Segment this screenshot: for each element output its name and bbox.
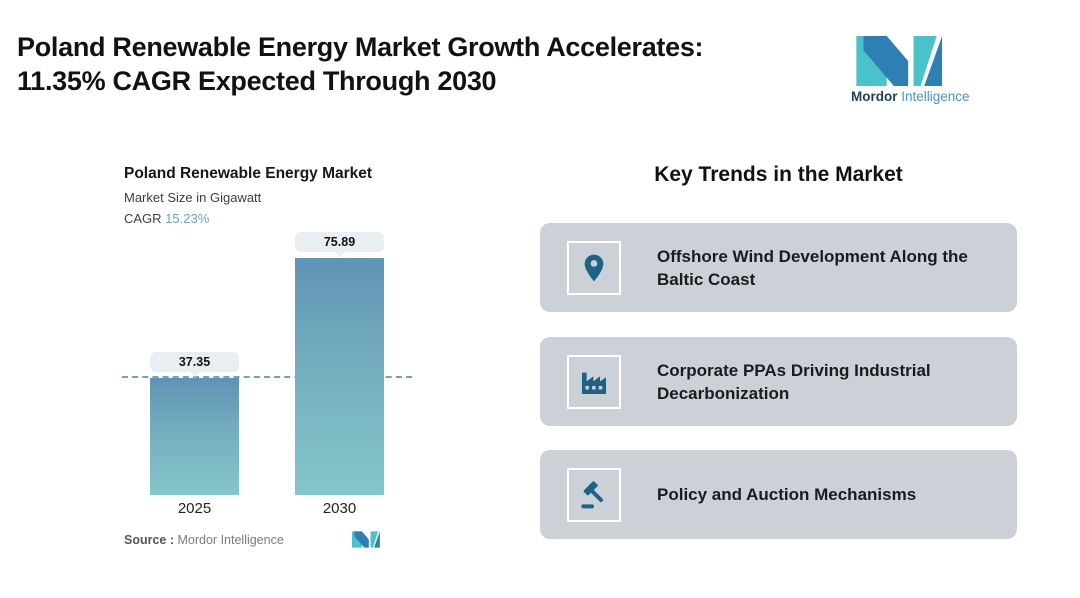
trend-card-policy-auction: Policy and Auction Mechanisms [540, 450, 1017, 539]
mordor-intelligence-logo-icon [856, 36, 943, 86]
bar-2025: 37.35 [150, 352, 239, 495]
source-line: Source : Mordor Intelligence [124, 533, 284, 547]
location-pin-icon [584, 254, 604, 281]
trend-icon-box [567, 467, 621, 522]
page-title-line2: 11.35% CAGR Expected Through 2030 [17, 66, 497, 96]
page-title-line1: Poland Renewable Energy Market Growth Ac… [17, 32, 704, 62]
trend-card-offshore-wind: Offshore Wind Development Along the Balt… [540, 223, 1017, 312]
trends-heading: Key Trends in the Market [654, 163, 903, 186]
source-value: Mordor Intelligence [177, 533, 284, 547]
x-axis-label-2025: 2025 [177, 500, 212, 517]
cagr-value: 15.23% [165, 211, 210, 226]
brand-logo: Mordor Intelligence [851, 36, 971, 104]
bar-value-label-2025: 37.35 [150, 352, 239, 377]
factory-icon [582, 372, 606, 394]
page-title: Poland Renewable Energy Market Growth Ac… [17, 30, 837, 98]
trend-text: Offshore Wind Development Along the Balt… [657, 246, 968, 289]
source-label: Source : [124, 533, 175, 547]
bar-2030: 75.89 [295, 232, 384, 495]
cagr-label: CAGR [124, 211, 162, 226]
reference-dashed-line [122, 376, 412, 378]
trend-text: Corporate PPAs Driving Industrial Decarb… [657, 360, 931, 403]
bar-value-label-2030: 75.89 [295, 232, 384, 257]
brand-name: Mordor Intelligence [851, 89, 971, 104]
bar-rect-2025 [150, 378, 239, 495]
chart-cagr: CAGR 15.23% [124, 211, 209, 226]
x-axis-label-2030: 2030 [322, 500, 357, 517]
brand-name-light: Intelligence [901, 89, 970, 104]
mordor-intelligence-mini-logo-icon [352, 531, 380, 548]
brand-name-bold: Mordor [851, 89, 898, 104]
trend-icon-box [567, 354, 621, 409]
trend-card-corporate-ppas: Corporate PPAs Driving Industrial Decarb… [540, 337, 1017, 426]
trend-text: Policy and Auction Mechanisms [657, 485, 917, 504]
gavel-icon [581, 480, 604, 508]
trend-icon-box [567, 240, 621, 295]
bar-rect-2030 [295, 258, 384, 495]
chart-title: Poland Renewable Energy Market [124, 165, 373, 182]
chart-subtitle: Market Size in Gigawatt [124, 190, 262, 205]
